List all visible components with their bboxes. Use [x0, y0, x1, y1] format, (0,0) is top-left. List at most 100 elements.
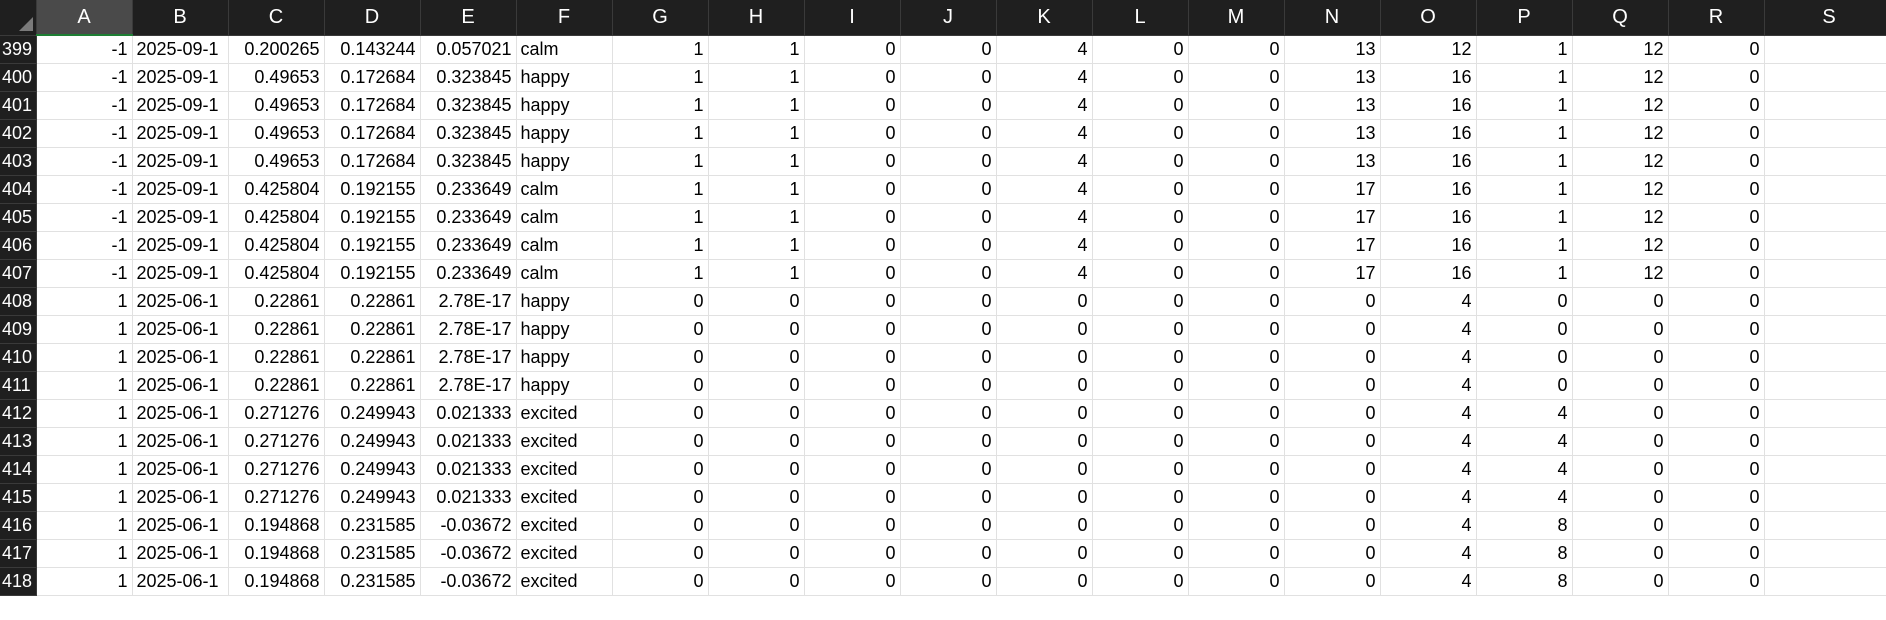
- cell-g[interactable]: 1: [612, 35, 709, 64]
- cell-m[interactable]: 0: [1188, 147, 1285, 176]
- cell-o[interactable]: 12: [1380, 35, 1477, 64]
- cell-e[interactable]: 0.323845: [420, 91, 517, 120]
- cell-g[interactable]: 0: [612, 511, 709, 540]
- column-header-g[interactable]: G: [612, 0, 709, 36]
- cell-j[interactable]: 0: [900, 371, 997, 400]
- cell-j[interactable]: 0: [900, 455, 997, 484]
- cell-n[interactable]: 13: [1284, 63, 1381, 92]
- cell-m[interactable]: 0: [1188, 35, 1285, 64]
- cell-h[interactable]: 0: [708, 427, 805, 456]
- cell-i[interactable]: 0: [804, 343, 901, 372]
- cell-p[interactable]: 4: [1476, 399, 1573, 428]
- cell-l[interactable]: 0: [1092, 539, 1189, 568]
- row-header[interactable]: 413: [0, 427, 37, 456]
- cell-e[interactable]: 0.233649: [420, 203, 517, 232]
- cell-p[interactable]: 1: [1476, 175, 1573, 204]
- cell-h[interactable]: 0: [708, 399, 805, 428]
- cell-g[interactable]: 0: [612, 539, 709, 568]
- cell-b[interactable]: 2025-09-1: [132, 259, 229, 288]
- cell-k[interactable]: 4: [996, 175, 1093, 204]
- row-header[interactable]: 399: [0, 35, 37, 64]
- cell-g[interactable]: 1: [612, 259, 709, 288]
- cell-s[interactable]: [1764, 315, 1886, 344]
- cell-j[interactable]: 0: [900, 147, 997, 176]
- cell-h[interactable]: 0: [708, 483, 805, 512]
- cell-b[interactable]: 2025-06-1: [132, 483, 229, 512]
- cell-l[interactable]: 0: [1092, 287, 1189, 316]
- cell-c[interactable]: 0.425804: [228, 175, 325, 204]
- cell-f[interactable]: calm: [516, 203, 613, 232]
- cell-i[interactable]: 0: [804, 427, 901, 456]
- cell-f[interactable]: excited: [516, 539, 613, 568]
- cell-j[interactable]: 0: [900, 427, 997, 456]
- cell-a[interactable]: 1: [36, 287, 133, 316]
- cell-q[interactable]: 0: [1572, 455, 1669, 484]
- cell-m[interactable]: 0: [1188, 427, 1285, 456]
- cell-q[interactable]: 0: [1572, 287, 1669, 316]
- cell-i[interactable]: 0: [804, 539, 901, 568]
- column-header-h[interactable]: H: [708, 0, 805, 36]
- cell-a[interactable]: 1: [36, 511, 133, 540]
- cell-s[interactable]: [1764, 539, 1886, 568]
- cell-f[interactable]: happy: [516, 315, 613, 344]
- cell-g[interactable]: 1: [612, 175, 709, 204]
- cell-j[interactable]: 0: [900, 287, 997, 316]
- cell-d[interactable]: 0.249943: [324, 483, 421, 512]
- cell-c[interactable]: 0.194868: [228, 511, 325, 540]
- cell-k[interactable]: 0: [996, 455, 1093, 484]
- column-header-a[interactable]: A: [36, 0, 133, 36]
- cell-o[interactable]: 4: [1380, 483, 1477, 512]
- cell-p[interactable]: 0: [1476, 343, 1573, 372]
- cell-h[interactable]: 0: [708, 287, 805, 316]
- cell-g[interactable]: 0: [612, 315, 709, 344]
- cell-a[interactable]: -1: [36, 231, 133, 260]
- cell-a[interactable]: -1: [36, 63, 133, 92]
- cell-j[interactable]: 0: [900, 343, 997, 372]
- cell-c[interactable]: 0.22861: [228, 287, 325, 316]
- cell-s[interactable]: [1764, 371, 1886, 400]
- column-header-e[interactable]: E: [420, 0, 517, 36]
- cell-f[interactable]: happy: [516, 343, 613, 372]
- cell-j[interactable]: 0: [900, 399, 997, 428]
- cell-m[interactable]: 0: [1188, 119, 1285, 148]
- cell-r[interactable]: 0: [1668, 203, 1765, 232]
- cell-k[interactable]: 0: [996, 483, 1093, 512]
- cell-a[interactable]: 1: [36, 399, 133, 428]
- cell-i[interactable]: 0: [804, 147, 901, 176]
- cell-a[interactable]: 1: [36, 455, 133, 484]
- cell-c[interactable]: 0.425804: [228, 231, 325, 260]
- cell-k[interactable]: 0: [996, 287, 1093, 316]
- cell-a[interactable]: -1: [36, 119, 133, 148]
- cell-n[interactable]: 17: [1284, 231, 1381, 260]
- cell-i[interactable]: 0: [804, 203, 901, 232]
- cell-f[interactable]: excited: [516, 399, 613, 428]
- cell-i[interactable]: 0: [804, 455, 901, 484]
- cell-p[interactable]: 8: [1476, 567, 1573, 596]
- cell-g[interactable]: 0: [612, 567, 709, 596]
- cell-f[interactable]: excited: [516, 511, 613, 540]
- cell-e[interactable]: -0.03672: [420, 539, 517, 568]
- cell-c[interactable]: 0.271276: [228, 427, 325, 456]
- cell-d[interactable]: 0.192155: [324, 203, 421, 232]
- cell-b[interactable]: 2025-06-1: [132, 427, 229, 456]
- cell-h[interactable]: 0: [708, 343, 805, 372]
- cell-b[interactable]: 2025-09-1: [132, 119, 229, 148]
- cell-i[interactable]: 0: [804, 119, 901, 148]
- cell-g[interactable]: 0: [612, 343, 709, 372]
- cell-k[interactable]: 4: [996, 147, 1093, 176]
- cell-b[interactable]: 2025-06-1: [132, 511, 229, 540]
- cell-f[interactable]: calm: [516, 259, 613, 288]
- cell-b[interactable]: 2025-09-1: [132, 63, 229, 92]
- cell-f[interactable]: happy: [516, 91, 613, 120]
- cell-r[interactable]: 0: [1668, 91, 1765, 120]
- cell-k[interactable]: 4: [996, 231, 1093, 260]
- cell-k[interactable]: 0: [996, 315, 1093, 344]
- column-header-d[interactable]: D: [324, 0, 421, 36]
- cell-d[interactable]: 0.192155: [324, 231, 421, 260]
- cell-l[interactable]: 0: [1092, 455, 1189, 484]
- row-header[interactable]: 404: [0, 175, 37, 204]
- cell-j[interactable]: 0: [900, 511, 997, 540]
- cell-e[interactable]: 2.78E-17: [420, 343, 517, 372]
- column-header-r[interactable]: R: [1668, 0, 1765, 36]
- cell-l[interactable]: 0: [1092, 511, 1189, 540]
